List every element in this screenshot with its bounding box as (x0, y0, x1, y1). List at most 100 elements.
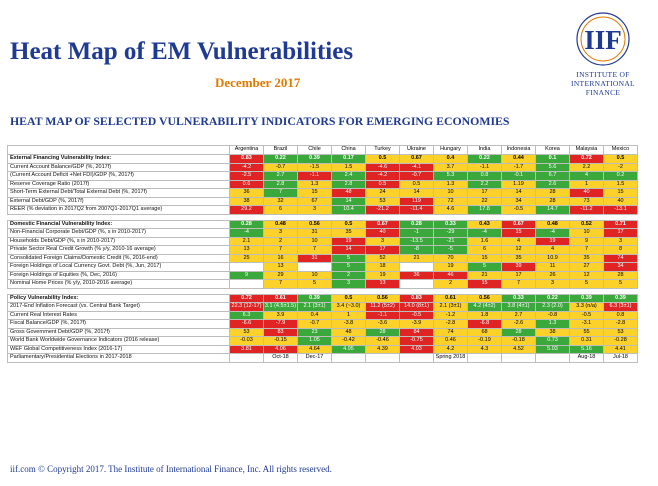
indicator-value-cell: 1.5 (331, 162, 366, 172)
index-score-cell: 0.71 (603, 219, 638, 229)
indicator-value-cell: -4 (535, 228, 570, 238)
indicator-value-cell (229, 262, 264, 272)
indicator-value-cell: -29 (433, 228, 468, 238)
indicator-value-cell: 21 (467, 270, 502, 280)
index-title: Domestic Financial Vulnerability Index: (7, 219, 230, 229)
indicator-value-cell: 9 (229, 270, 264, 280)
indicator-row: REER (% deviation in 2017Q2 from 2007Q1-… (7, 205, 638, 215)
indicator-value-cell: -6.6 (229, 319, 264, 329)
iif-logo: IIF INSTITUTE OF INTERNATIONAL FINANCE (558, 10, 648, 97)
indicator-value-cell: -2.5 (229, 171, 264, 181)
indicator-value-cell: 14.0 (8±1) (399, 302, 434, 312)
indicator-value-cell: 5.16 (569, 344, 604, 354)
indicator-value-cell: 14 (331, 245, 366, 255)
indicator-value-cell: -0.7 (399, 171, 434, 181)
indicator-value-cell: 3 (297, 205, 332, 215)
index-score-cell: 0.28 (229, 219, 264, 229)
indicator-row: Non-Financial Corporate Debt/GDP (%, s i… (7, 228, 638, 238)
index-score-cell: 0.83 (399, 293, 434, 303)
indicator-value-cell: 40 (365, 228, 400, 238)
index-score-cell: 0.67 (365, 219, 400, 229)
index-title: Policy Vulnerability Index: (7, 293, 230, 303)
indicator-value-cell: 4.64 (297, 344, 332, 354)
indicator-value-cell: 2.4 (331, 171, 366, 181)
indicator-value-cell: 7 (263, 279, 298, 289)
indicator-value-cell: 18 (365, 262, 400, 272)
indicator-value-cell: Jul-18 (603, 353, 638, 363)
indicator-value-cell: 4.3 (467, 344, 502, 354)
indicator-value-cell: 55 (569, 327, 604, 337)
indicator-value-cell: 7 (501, 279, 536, 289)
index-score-cell: 0.39 (297, 154, 332, 164)
indicator-value-cell (399, 262, 434, 272)
indicator-value-cell: -7.9 (263, 319, 298, 329)
indicator-value-cell: 0.4 (297, 310, 332, 320)
indicator-value-cell: 6 (263, 205, 298, 215)
index-score-cell: 0.44 (501, 154, 536, 164)
indicator-value-cell: 35 (501, 253, 536, 263)
indicator-row: Nominal Home Prices (% y/y, 2010-2016 av… (7, 279, 638, 289)
index-score-cell: 0.56 (365, 293, 400, 303)
index-score-cell: 0.28 (399, 219, 434, 229)
indicator-value-cell: 0.2 (603, 171, 638, 181)
indicator-value-cell: 46 (433, 270, 468, 280)
indicator-value-cell: 6.3 (3±1) (603, 302, 638, 312)
indicator-value-cell: 4 (501, 236, 536, 246)
indicator-value-cell: 3.8 (4±1) (501, 302, 536, 312)
indicator-value-cell: 3.3 (n/a) (569, 302, 604, 312)
indicator-value-cell: 22.3 (12-17) (229, 302, 264, 312)
indicator-value-cell: -1.1 (467, 162, 502, 172)
indicator-value-cell: -8 (399, 245, 434, 255)
indicator-row: (Current Account Deficit +Net FDI)/GDP (… (7, 171, 638, 181)
indicator-row: Gross Government Debt/GDP (%, 2017f) 53 83… (7, 327, 638, 337)
indicator-value-cell: -6.8 (467, 319, 502, 329)
indicator-value-cell: 4.39 (365, 344, 400, 354)
indicator-value-cell: 13 (263, 262, 298, 272)
indicator-value-cell: 15 (501, 228, 536, 238)
indicator-value-cell: 7 (263, 188, 298, 198)
indicator-value-cell: 1.3 (535, 319, 570, 329)
indicator-row: WEF Global Competitiveness Index (2016-1… (7, 344, 638, 354)
indicator-value-cell: Aug-18 (569, 353, 604, 363)
indicator-value-cell: 48 (331, 327, 366, 337)
indicator-row: Reserve Coverage Ratio (2017f) 0.6 2.8 1.3 2… (7, 179, 638, 189)
indicator-value-cell: -3.1 (569, 319, 604, 329)
indicator-value-cell: -2.6 (501, 319, 536, 329)
indicator-value-cell: 13 (365, 279, 400, 289)
indicator-value-cell: 23 (297, 327, 332, 337)
indicator-value-cell: 3.1 (4.5±1.5) (263, 302, 298, 312)
indicator-value-cell: Dec-17 (297, 353, 332, 363)
indicator-label: Households Debt/GDP (%, s in 2010-2017) (7, 236, 230, 246)
table-header-row: Argentina Brazil Chile China Turkey Ukraine Hu… (7, 145, 638, 155)
indicator-value-cell: 3.81 (229, 344, 264, 354)
country-header: Brazil (263, 145, 298, 155)
indicator-value-cell: 53 (229, 327, 264, 337)
indicator-value-cell: 36 (229, 188, 264, 198)
indicator-value-cell: 13 (229, 245, 264, 255)
indicator-value-cell: 14 (399, 188, 434, 198)
indicator-value-cell: Oct-18 (263, 353, 298, 363)
index-score-cell: 0.56 (467, 293, 502, 303)
indicator-value-cell: 29.2 (229, 205, 264, 215)
indicator-value-cell (535, 353, 570, 363)
indicator-value-cell: 6.7 (535, 171, 570, 181)
indicator-value-cell (467, 353, 502, 363)
indicator-value-cell: 2.8 (331, 179, 366, 189)
indicator-value-cell: 10 (297, 270, 332, 280)
section-title: HEAT MAP OF SELECTED VULNERABILITY INDIC… (10, 114, 510, 128)
indicator-value-cell: 7 (569, 245, 604, 255)
indicator-label: Reserve Coverage Ratio (2017f) (7, 179, 230, 189)
indicator-value-cell: 34 (501, 196, 536, 206)
indicator-value-cell: 53 (603, 327, 638, 337)
footer-copyright: iif.com © Copyright 2017. The Institute … (10, 464, 332, 474)
indicator-value-cell (331, 353, 366, 363)
indicator-row: Consolidated Foreign Claims/Domestic Cre… (7, 253, 638, 263)
index-score-cell: 0.56 (297, 219, 332, 229)
indicator-value-cell: 3 (535, 279, 570, 289)
country-header: India (467, 145, 502, 155)
indicator-value-cell: 5 (603, 279, 638, 289)
indicator-row: Private Sector Real Credit Growth (% y/y… (7, 245, 638, 255)
index-summary-row: Domestic Financial Vulnerability Index: 0… (7, 219, 638, 229)
indicator-value-cell: -21 (433, 236, 468, 246)
indicator-value-cell: 3 (603, 236, 638, 246)
